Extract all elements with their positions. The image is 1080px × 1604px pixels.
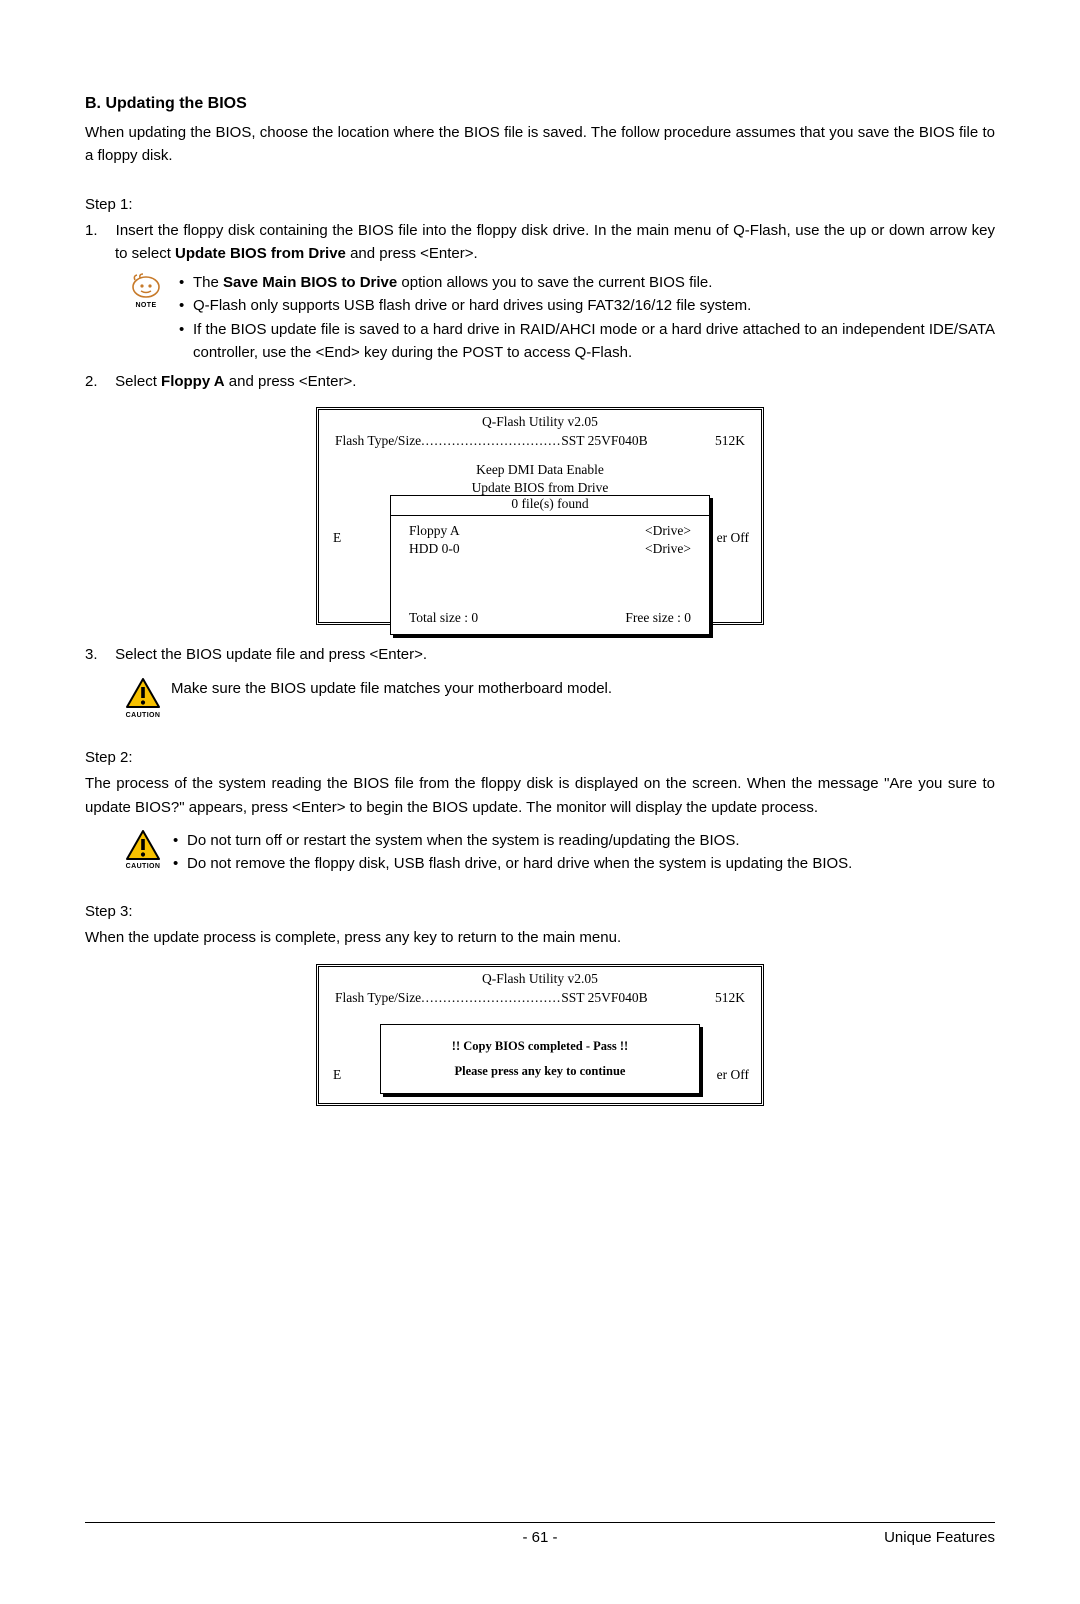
qf1-overlay: 0 file(s) found Floppy A <Drive> HDD 0-0… [390,495,710,635]
step1-label: Step 1: [85,196,995,213]
qf1-keep: Keep DMI Data Enable [319,461,761,479]
list-number: 3. [85,643,111,666]
qf2-flash-label: Flash Type/Size [335,990,421,1005]
caution-icon [125,677,161,709]
step1-list: 1. Insert the floppy disk containing the… [85,219,995,394]
step1-item2-pre: Select [115,373,161,390]
step1-item1-bold: Update BIOS from Drive [175,245,346,262]
qf2-flash-size: 512K [715,990,745,1006]
note-bullet-1: The Save Main BIOS to Drive option allow… [177,271,995,294]
qf1-ov-row0-l: Floppy A [409,523,460,539]
page-number: - 61 - [85,1529,995,1546]
page-footer: - 61 - Unique Features [85,1522,995,1546]
qf2-overlay: !! Copy BIOS completed - Pass !! Please … [380,1024,700,1094]
qflash-title: Q-Flash Utility v2.05 [319,413,761,433]
qf1-side-right: er Off [717,530,749,546]
step1-item-3: 3. Select the BIOS update file and press… [115,643,995,721]
qf1-flash-val: SST 25VF040B [561,433,647,448]
note-bullet-2: Q-Flash only supports USB flash drive or… [177,294,995,317]
qf2-dots: ................................ [421,990,561,1005]
step1-item3-text: Select the BIOS update file and press <E… [115,646,427,663]
note-label: NOTE [135,301,156,312]
note-icon-col: NOTE [115,271,177,364]
step2-label: Step 2: [85,749,995,766]
step1-list-cont: 3. Select the BIOS update file and press… [85,643,995,721]
qf2-flash-val: SST 25VF040B [561,990,647,1005]
step1-item2-bold: Floppy A [161,373,225,390]
qf2-msg1: !! Copy BIOS completed - Pass !! [387,1039,693,1054]
qf2-flashrow: Flash Type/Size.........................… [319,990,761,1008]
step2-para: The process of the system reading the BI… [85,772,995,819]
step3-para: When the update process is complete, pre… [85,926,995,949]
qf1-ov-row1-l: HDD 0-0 [409,541,460,557]
note-b1-bold: Save Main BIOS to Drive [223,274,397,291]
note-bullets: The Save Main BIOS to Drive option allow… [177,271,995,364]
qf1-ov-title: 0 file(s) found [391,496,709,516]
intro-paragraph: When updating the BIOS, choose the locat… [85,121,995,168]
caution1-text: Make sure the BIOS update file matches y… [171,677,612,722]
step1-item1-post: and press <Enter>. [346,245,478,262]
qf1-ov-row0-r: <Drive> [645,523,691,539]
qf2-side-right: er Off [717,1067,749,1083]
qf1-dots: ................................ [421,433,561,448]
step3-label: Step 3: [85,903,995,920]
list-number: 2. [85,370,111,393]
step1-item-2: 2. Select Floppy A and press <Enter>. [115,370,995,393]
qf1-total: Total size : 0 [409,610,478,626]
note-b1-post: option allows you to save the current BI… [397,274,712,291]
qf1-side-left: E [333,530,341,546]
qf1-ov-bottom: Total size : 0 Free size : 0 [401,606,699,626]
footer-section: Unique Features [884,1529,995,1546]
caution2-b1: Do not turn off or restart the system wh… [171,829,995,852]
caution2-b2: Do not remove the floppy disk, USB flash… [171,852,995,875]
note-icon [127,271,165,299]
list-number: 1. [85,219,111,242]
qf1-ov-row-1: HDD 0-0 <Drive> [401,540,699,558]
section-title: B. Updating the BIOS [85,95,995,113]
qf1-free: Free size : 0 [625,610,691,626]
caution-label: CAUTION [126,863,161,870]
qf1-flash-label: Flash Type/Size [335,433,421,448]
caution2-bullets: Do not turn off or restart the system wh… [171,829,995,876]
qf2-msg2: Please press any key to continue [387,1064,693,1079]
step1-item2-post: and press <Enter>. [225,373,357,390]
note-bullet-3: If the BIOS update file is saved to a ha… [177,318,995,365]
caution-icon [125,829,161,861]
qflash-flashrow: Flash Type/Size.........................… [319,433,761,451]
qf1-ov-row-0: Floppy A <Drive> [401,522,699,540]
qf2-side-left: E [333,1067,341,1083]
caution-label: CAUTION [126,711,161,722]
caution-block-2: CAUTION Do not turn off or restart the s… [115,829,995,876]
note-block: NOTE The Save Main BIOS to Drive option … [115,271,995,364]
qflash-box-2: Q-Flash Utility v2.05 Flash Type/Size...… [316,964,764,1106]
step1-item-1: 1. Insert the floppy disk containing the… [115,219,995,365]
caution-block-1: CAUTION Make sure the BIOS update file m… [115,677,995,722]
qflash-box-1: Q-Flash Utility v2.05 Flash Type/Size...… [316,407,764,625]
note-b1-pre: The [193,274,223,291]
caution-icon-col: CAUTION [115,829,171,876]
qf2-title: Q-Flash Utility v2.05 [319,970,761,990]
qf1-flash-size: 512K [715,433,745,449]
qf1-center: Keep DMI Data Enable Update BIOS from Dr… [319,461,761,497]
caution-icon-col: CAUTION [115,677,171,722]
qf1-ov-row1-r: <Drive> [645,541,691,557]
